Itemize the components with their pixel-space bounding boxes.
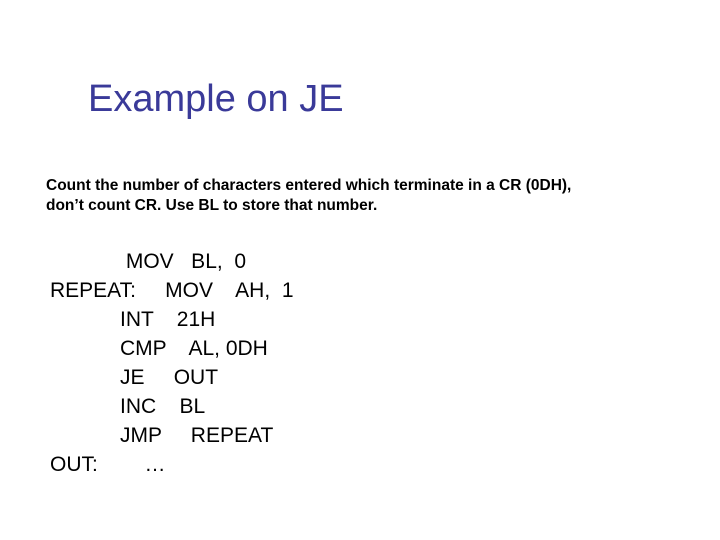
- subtitle-line-1: Count the number of characters entered w…: [46, 177, 571, 194]
- code-line: OUT: …: [50, 451, 294, 480]
- code-line: INT 21H: [50, 306, 294, 335]
- code-line: REPEAT: MOV AH, 1: [50, 277, 294, 306]
- slide-title: Example on JE: [88, 78, 344, 121]
- slide: Example on JE Count the number of charac…: [0, 0, 720, 540]
- code-line: CMP AL, 0DH: [50, 335, 294, 364]
- subtitle-line-2: don’t count CR. Use BL to store that num…: [46, 197, 377, 214]
- code-line: MOV BL, 0: [50, 248, 294, 277]
- code-line: JE OUT: [50, 364, 294, 393]
- code-line: INC BL: [50, 393, 294, 422]
- slide-subtitle: Count the number of characters entered w…: [46, 176, 571, 216]
- code-line: JMP REPEAT: [50, 422, 294, 451]
- assembly-code-block: MOV BL, 0REPEAT: MOV AH, 1 INT 21H CMP A…: [50, 248, 294, 480]
